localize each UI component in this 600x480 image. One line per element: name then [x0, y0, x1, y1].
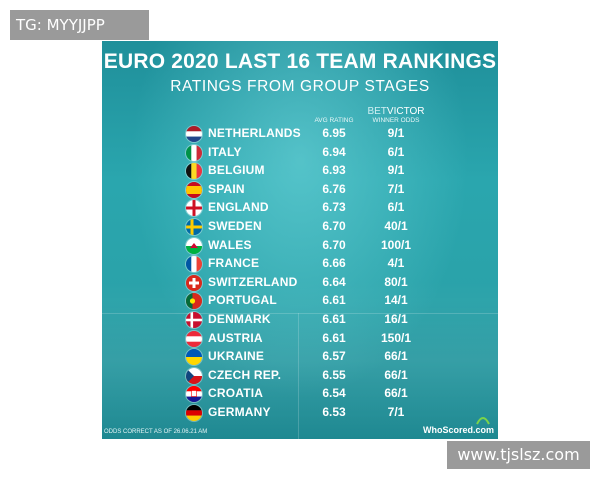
team-rating: 6.54 [322, 386, 346, 401]
austria-flag-icon [186, 330, 202, 347]
pitch-line [298, 313, 299, 439]
spain-flag-icon [186, 181, 202, 198]
team-rating: 6.76 [322, 181, 346, 196]
betvictor-logo: BETVICTOR [366, 106, 426, 117]
switzerland-flag-icon [186, 274, 202, 291]
brand-victor: VICTOR [386, 106, 425, 117]
portugal-flag-icon [186, 293, 202, 310]
team-name: NETHERLANDS [208, 126, 301, 140]
watermark-bottom: www.tjslsz.com [447, 441, 590, 469]
team-name: SWITZERLAND [208, 274, 298, 289]
team-odds: 6/1 [387, 200, 405, 215]
team-rating: 6.70 [322, 237, 346, 252]
whoscored-logo: WhoScored.com [422, 425, 494, 435]
poster-subtitle: RATINGS FROM GROUP STAGES [170, 78, 430, 95]
team-row: DENMARK 6.61 16/1 [102, 311, 498, 329]
team-rating: 6.55 [322, 367, 346, 382]
team-name: DENMARK [208, 312, 271, 326]
team-odds: 7/1 [387, 181, 405, 196]
team-row: SPAIN 6.76 7/1 [102, 181, 498, 199]
team-name: AUSTRIA [208, 330, 263, 345]
team-odds: 66/1 [384, 386, 408, 401]
team-odds: 150/1 [380, 330, 412, 345]
team-row: ITALY 6.94 6/1 [102, 144, 498, 162]
team-name: SWEDEN [208, 219, 262, 233]
wales-flag-icon [186, 237, 202, 254]
team-odds: 9/1 [387, 163, 405, 178]
pitch-line [102, 313, 498, 314]
team-row: GERMANY 6.53 7/1 [102, 404, 498, 422]
team-odds: 9/1 [387, 126, 405, 140]
england-flag-icon [186, 200, 202, 217]
team-rating: 6.61 [322, 312, 346, 326]
team-odds: 80/1 [384, 274, 408, 289]
team-odds: 66/1 [384, 349, 408, 364]
team-name: BELGIUM [208, 163, 265, 178]
team-name: FRANCE [208, 256, 260, 271]
brand-bet: BET [367, 106, 387, 117]
team-rating: 6.61 [322, 330, 346, 345]
team-rating: 6.64 [322, 274, 346, 289]
team-odds: 40/1 [384, 219, 408, 233]
team-name: SPAIN [208, 181, 245, 196]
italy-flag-icon [186, 144, 202, 161]
team-name: CZECH REP. [208, 367, 282, 382]
column-header-odds: WINNER ODDS [372, 117, 420, 124]
team-row: CROATIA 6.54 66/1 [102, 385, 498, 403]
team-row: NETHERLANDS 6.95 9/1 [102, 125, 498, 143]
team-rating: 6.94 [322, 144, 346, 159]
team-rating: 6.61 [322, 293, 346, 308]
ukraine-flag-icon [186, 349, 202, 366]
team-rating: 6.70 [322, 219, 346, 233]
team-rating: 6.57 [322, 349, 346, 364]
team-odds: 4/1 [387, 256, 405, 271]
team-row: WALES 6.70 100/1 [102, 237, 498, 255]
team-odds: 14/1 [384, 293, 408, 308]
team-odds: 6/1 [387, 144, 405, 159]
team-name: GERMANY [208, 405, 271, 419]
team-odds: 16/1 [384, 312, 408, 326]
team-row: PORTUGAL 6.61 14/1 [102, 292, 498, 310]
belgium-flag-icon [186, 163, 202, 180]
team-name: ITALY [208, 144, 242, 159]
netherlands-flag-icon [186, 126, 202, 142]
column-header-rating: AVG RATING [314, 117, 354, 124]
croatia-flag-icon [186, 386, 202, 403]
watermark-top: TG: MYYJJPP [10, 10, 149, 40]
team-row: ENGLAND 6.73 6/1 [102, 199, 498, 217]
team-name: PORTUGAL [208, 293, 277, 308]
team-name: UKRAINE [208, 349, 265, 364]
team-rating: 6.53 [322, 405, 346, 419]
team-name: ENGLAND [208, 200, 269, 215]
rankings-poster: EURO 2020 LAST 16 TEAM RANKINGS RATINGS … [102, 41, 498, 439]
team-rating: 6.93 [322, 163, 346, 178]
poster-title: EURO 2020 LAST 16 TEAM RANKINGS [103, 50, 497, 73]
team-row: SWITZERLAND 6.64 80/1 [102, 274, 498, 292]
team-row: SWEDEN 6.70 40/1 [102, 218, 498, 236]
team-row: AUSTRIA 6.61 150/1 [102, 330, 498, 348]
team-odds: 100/1 [380, 237, 412, 252]
denmark-flag-icon [186, 312, 202, 328]
team-name: CROATIA [208, 386, 264, 401]
france-flag-icon [186, 256, 202, 273]
team-name: WALES [208, 237, 252, 252]
team-row: UKRAINE 6.57 66/1 [102, 348, 498, 366]
team-row: FRANCE 6.66 4/1 [102, 255, 498, 273]
team-odds: 66/1 [384, 367, 408, 382]
czech-flag-icon [186, 367, 202, 384]
team-rating: 6.66 [322, 256, 346, 271]
odds-footnote: ODDS CORRECT AS OF 26.06.21 AM [104, 429, 208, 435]
team-row: CZECH REP. 6.55 66/1 [102, 367, 498, 385]
team-row: BELGIUM 6.93 9/1 [102, 162, 498, 180]
whoscored-logo-icon [476, 417, 490, 425]
germany-flag-icon [186, 405, 202, 421]
team-odds: 7/1 [387, 405, 405, 419]
sweden-flag-icon [186, 219, 202, 235]
team-rating: 6.73 [322, 200, 346, 215]
team-rating: 6.95 [322, 126, 346, 140]
